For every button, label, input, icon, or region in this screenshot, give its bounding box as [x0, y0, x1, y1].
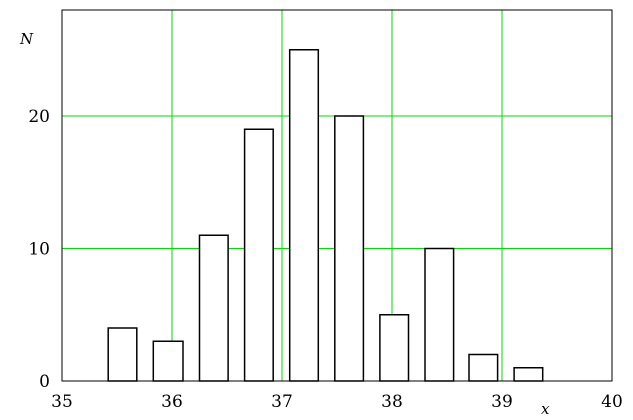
y-tick-labels: 0 10 20	[28, 107, 50, 392]
y-tick-label-20: 20	[28, 107, 50, 127]
bar-6	[334, 115, 365, 382]
bar-3	[198, 234, 229, 382]
bar-9	[468, 353, 499, 382]
bars-group	[107, 49, 544, 382]
y-tick-label-10: 10	[28, 240, 50, 260]
x-tick-labels: 35 36 37 38 39 40	[51, 392, 623, 412]
plot-frame	[61, 9, 613, 382]
bar-10	[513, 367, 544, 382]
bar-8	[424, 247, 455, 382]
x-tick-label-36: 36	[161, 392, 183, 412]
x-tick-label-38: 38	[381, 392, 403, 412]
y-tick-label-0: 0	[39, 372, 50, 392]
y-axis-label: N	[19, 30, 34, 48]
bar-2	[152, 340, 184, 382]
bar-7	[379, 314, 410, 382]
bar-5	[288, 49, 320, 382]
x-tick-label-37: 37	[271, 392, 293, 412]
x-axis-label: x	[541, 400, 550, 418]
x-tick-label-40: 40	[601, 392, 623, 412]
x-tick-label-39: 39	[491, 392, 513, 412]
bar-1	[107, 327, 138, 382]
x-tick-label-35: 35	[51, 392, 73, 412]
bar-4	[243, 128, 274, 382]
